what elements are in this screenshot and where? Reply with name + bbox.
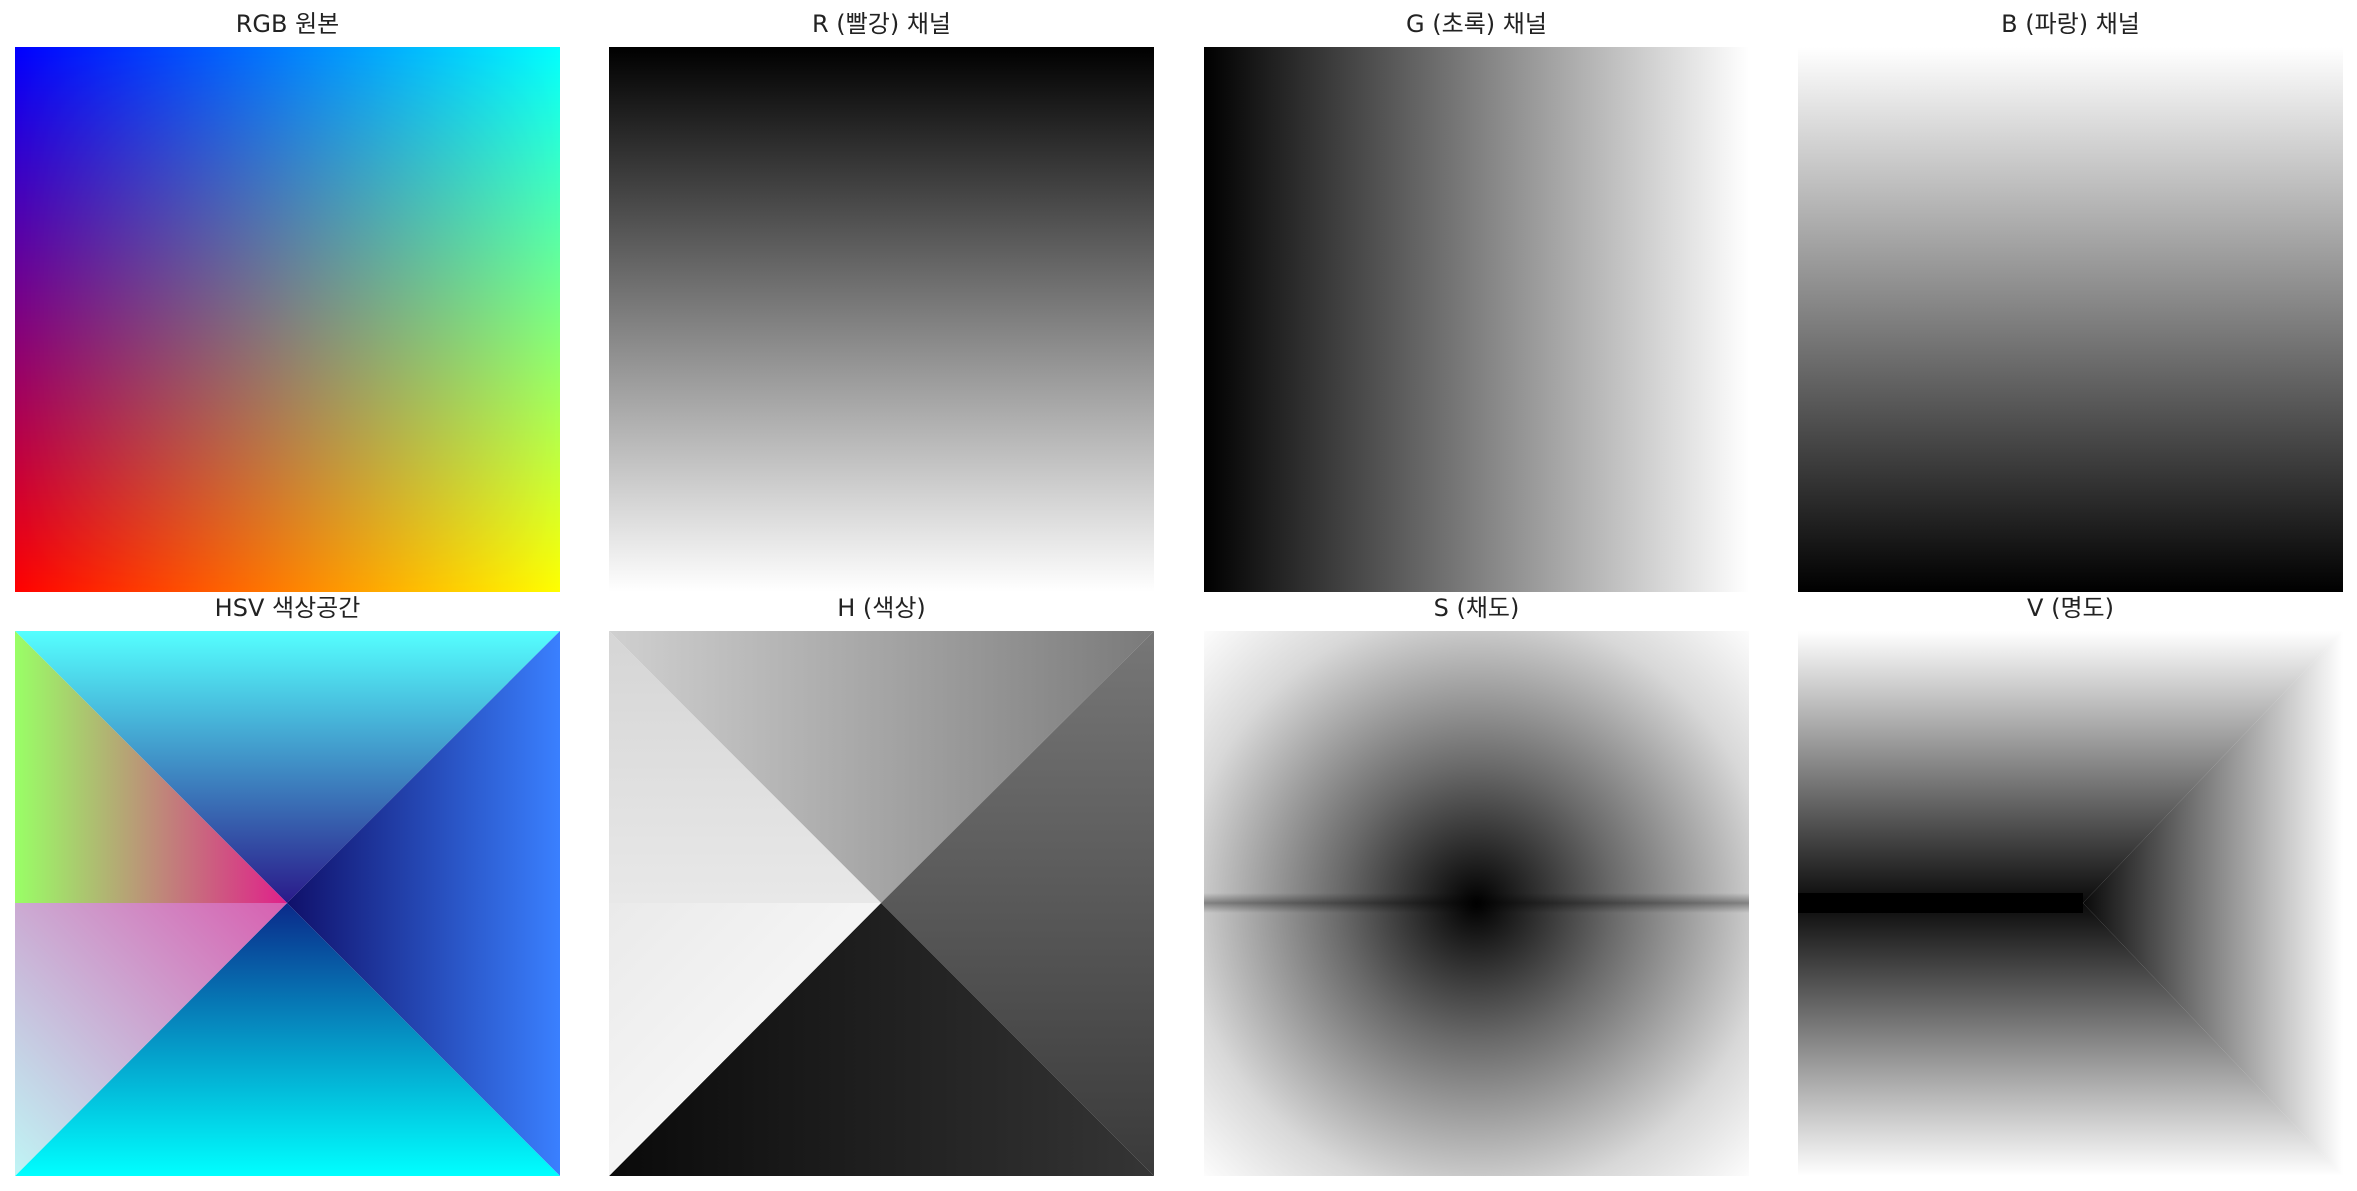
g-channel-heatmap [1204,47,1749,592]
s-channel-heatmap [1204,631,1749,1176]
panel-title: V (명도) [1798,591,2343,625]
panel-title: B (파랑) 채널 [1798,7,2343,41]
panel-title: S (채도) [1204,591,1749,625]
panel-title: HSV 색상공간 [15,591,560,625]
panel-title: RGB 원본 [15,7,560,41]
hsv-heatmap [15,631,560,1176]
b-channel-heatmap [1798,47,2343,592]
r-channel-heatmap [609,47,1154,592]
panel-title: G (초록) 채널 [1204,7,1749,41]
rgb-heatmap [15,47,560,592]
v-channel-heatmap [1798,631,2343,1176]
panel-title: H (색상) [609,591,1154,625]
h-channel-heatmap [609,631,1154,1176]
panel-title: R (빨강) 채널 [609,7,1154,41]
